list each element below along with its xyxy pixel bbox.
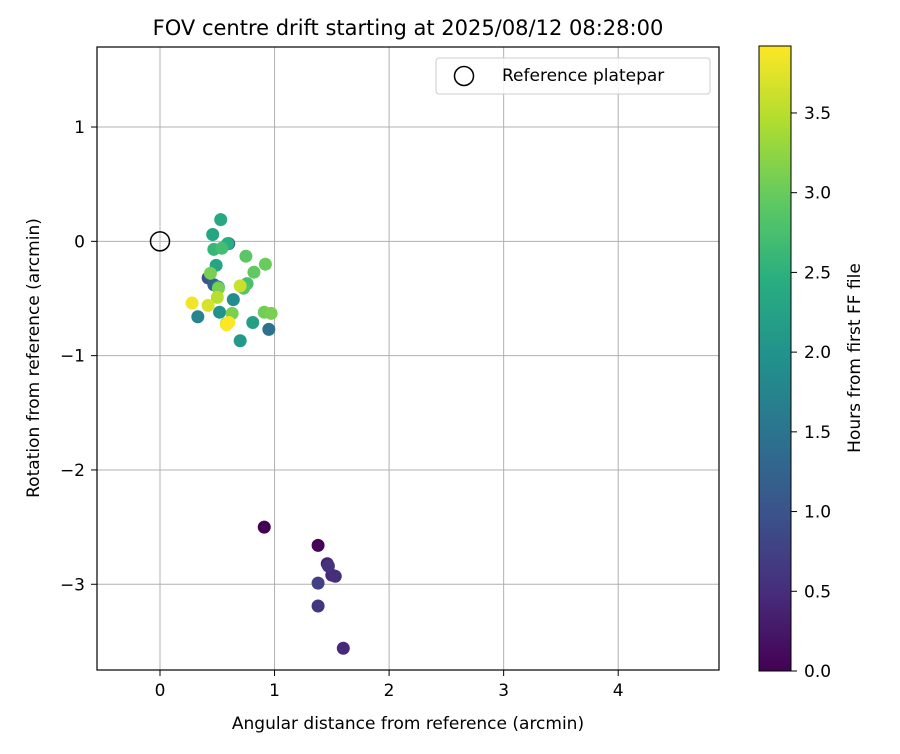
colorbar-tick-label: 0.0 (804, 662, 831, 682)
y-tick-label: 0 (74, 232, 85, 252)
data-point (311, 538, 325, 552)
y-tick-label: 1 (74, 118, 85, 138)
data-point (239, 249, 253, 263)
plot-frame (96, 46, 720, 671)
data-point (262, 322, 276, 336)
data-point (328, 569, 342, 583)
x-axis-label: Angular distance from reference (arcmin) (232, 714, 584, 734)
colorbar-tick-label: 1.0 (804, 503, 831, 523)
colorbar-tick-label: 3.5 (804, 104, 831, 124)
data-point (257, 520, 271, 534)
x-axis-ticks: 0 1 2 3 4 (155, 670, 624, 701)
colorbar-tick-label: 2.5 (804, 263, 831, 283)
data-point (201, 298, 215, 312)
x-tick-label: 3 (498, 681, 509, 701)
colorbar-gradient (758, 45, 792, 672)
data-point (214, 213, 228, 227)
y-tick-label: −2 (60, 461, 85, 481)
colorbar-tick-label: 0.5 (804, 582, 831, 602)
data-point (215, 241, 229, 255)
chart-title: FOV centre drift starting at 2025/08/12 … (153, 16, 664, 40)
legend-marker-icon (453, 65, 475, 87)
y-axis-label: Rotation from reference (arcmin) (24, 218, 44, 498)
colorbar-tick-label: 3.0 (804, 184, 831, 204)
x-tick-label: 2 (384, 681, 395, 701)
y-tick-label: −3 (60, 575, 85, 595)
data-point (258, 257, 272, 271)
data-point (191, 310, 205, 324)
data-point (185, 296, 199, 310)
legend-entry-label: Reference platepar (502, 66, 664, 86)
data-point (246, 315, 260, 329)
data-point (321, 559, 335, 573)
data-point (247, 265, 261, 279)
reference-platepar-marker (149, 231, 171, 252)
y-axis-ticks: 1 0 −1 −2 −3 (60, 118, 97, 595)
data-point (311, 599, 325, 613)
x-tick-label: 0 (155, 681, 166, 701)
colorbar-label: Hours from first FF file (845, 263, 865, 453)
grid-lines (97, 47, 719, 670)
data-point (219, 318, 233, 332)
legend: Reference platepar (435, 57, 711, 95)
x-tick-label: 1 (269, 681, 280, 701)
y-tick-label: −1 (60, 347, 85, 367)
x-tick-label: 4 (613, 681, 624, 701)
data-points (185, 213, 350, 655)
data-point (213, 305, 227, 319)
data-point (233, 334, 247, 348)
colorbar-tick-label: 1.5 (804, 423, 831, 443)
data-point (206, 227, 220, 241)
data-point (233, 279, 247, 293)
legend-box (435, 57, 711, 95)
data-point (203, 266, 217, 280)
data-point (226, 293, 240, 307)
data-point (311, 576, 325, 590)
colorbar-ticks: 0.0 0.5 1.0 1.5 2.0 2.5 3.0 3.5 (791, 104, 831, 682)
data-point (210, 290, 224, 304)
data-point (264, 306, 278, 320)
data-point (336, 641, 350, 655)
colorbar-tick-label: 2.0 (804, 343, 831, 363)
colorbar: 0.0 0.5 1.0 1.5 2.0 2.5 3.0 3.5 Hours from firs… (758, 45, 865, 682)
